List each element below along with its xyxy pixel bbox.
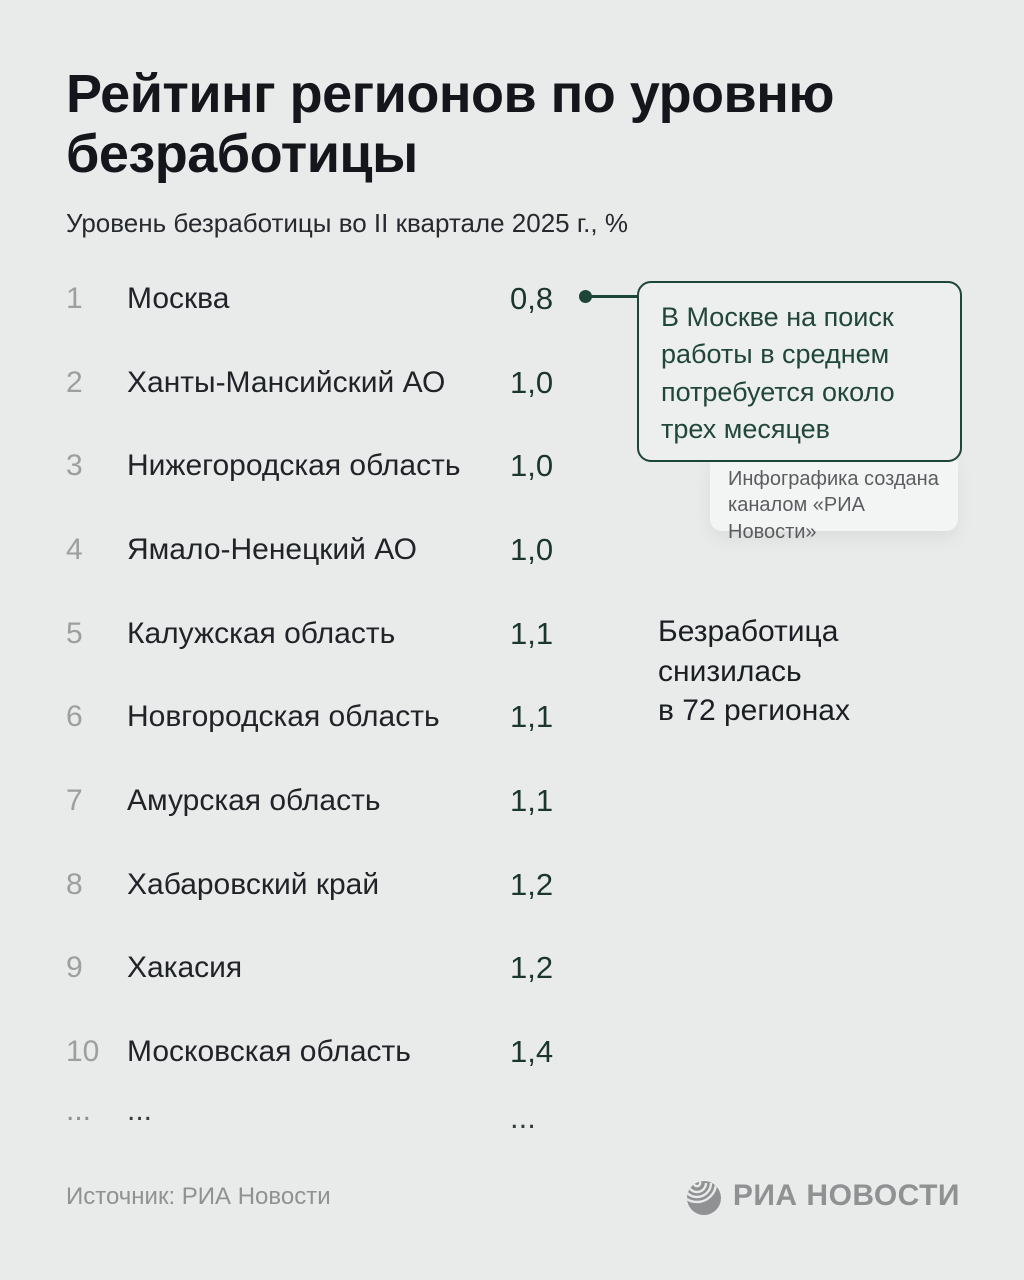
row-region: ... — [127, 1093, 153, 1127]
source-label: Источник: РИА Новости — [66, 1183, 331, 1210]
stat-note-line: Безработица — [658, 615, 839, 648]
row-value: 1,1 — [510, 699, 554, 735]
callout-text: В Москве на поиск работы в среднем потре… — [661, 302, 895, 444]
credit-note-line: Инфографика создана — [728, 468, 939, 490]
table-row: 3 Нижегородская область 1,0 — [66, 424, 586, 508]
callout-connector-dot — [579, 290, 592, 303]
table-row-ellipsis: ... ... ... — [66, 1094, 586, 1144]
table-row: 9 Хакасия 1,2 — [66, 927, 586, 1011]
row-rank: 8 — [66, 867, 83, 901]
row-rank: 7 — [66, 783, 83, 817]
row-value: 0,8 — [510, 280, 554, 316]
row-region: Московская область — [127, 1035, 411, 1069]
row-rank: 9 — [66, 951, 83, 985]
stat-note-line: в 72 регионах — [658, 694, 850, 728]
stat-note-line: снизилась — [658, 654, 802, 688]
moscow-callout-box: В Москве на поиск работы в среднем потре… — [637, 281, 962, 462]
table-row: 7 Амурская область 1,1 — [66, 759, 586, 843]
row-region: Ханты-Мансийский АО — [127, 365, 446, 399]
table-row: 6 Новгородская область 1,1 — [66, 675, 586, 759]
table-row: 8 Хабаровский край 1,2 — [66, 843, 586, 927]
row-rank: 4 — [66, 532, 83, 566]
row-region: Нижегородская область — [127, 449, 461, 483]
row-value: 1,1 — [510, 782, 554, 818]
row-value: 1,4 — [510, 1034, 554, 1070]
ria-novosti-logo: РИА НОВОСТИ — [684, 1176, 960, 1216]
credit-note-card: Инфографика создана каналом «РИА Новости… — [710, 453, 958, 543]
table-row: 1 Москва 0,8 — [66, 257, 586, 341]
ranking-list: 1 Москва 0,8 2 Ханты-Мансийский АО 1,0 3… — [66, 257, 586, 1144]
row-value: 1,2 — [510, 950, 554, 986]
stat-note: Безработица снизилась в 72 регионах — [658, 612, 850, 731]
table-row: 2 Ханты-Мансийский АО 1,0 — [66, 341, 586, 425]
row-rank: 1 — [66, 281, 83, 315]
row-value: 1,0 — [510, 531, 554, 567]
row-value: 1,0 — [510, 364, 554, 400]
row-region: Хакасия — [127, 951, 243, 985]
credit-note-line: каналом «РИА Новости» — [728, 494, 865, 543]
table-row: 5 Калужская область 1,1 — [66, 592, 586, 676]
row-region: Ямало-Ненецкий АО — [127, 532, 417, 566]
row-rank: 3 — [66, 449, 83, 483]
row-region: Амурская область — [127, 783, 381, 817]
page-subtitle: Уровень безработицы во II квартале 2025 … — [66, 208, 628, 238]
row-region: Москва — [127, 281, 230, 315]
callout-connector-line — [588, 295, 639, 298]
page-title: Рейтинг регионов по уровню безработицы — [66, 64, 834, 185]
row-rank: 6 — [66, 700, 83, 734]
row-rank: ... — [66, 1093, 92, 1127]
logo-text: РИА НОВОСТИ — [732, 1179, 960, 1212]
row-region: Новгородская область — [127, 700, 440, 734]
row-region: Хабаровский край — [127, 867, 380, 901]
row-region: Калужская область — [127, 616, 396, 650]
table-row: 4 Ямало-Ненецкий АО 1,0 — [66, 508, 586, 592]
ria-globe-icon — [684, 1176, 724, 1216]
row-value: 1,1 — [510, 615, 554, 651]
row-value: ... — [510, 1099, 536, 1135]
row-value: 1,0 — [510, 448, 554, 484]
row-rank: 10 — [66, 1035, 100, 1069]
table-row: 10 Московская область 1,4 — [66, 1010, 586, 1094]
row-rank: 2 — [66, 365, 83, 399]
row-rank: 5 — [66, 616, 83, 650]
row-value: 1,2 — [510, 866, 554, 902]
